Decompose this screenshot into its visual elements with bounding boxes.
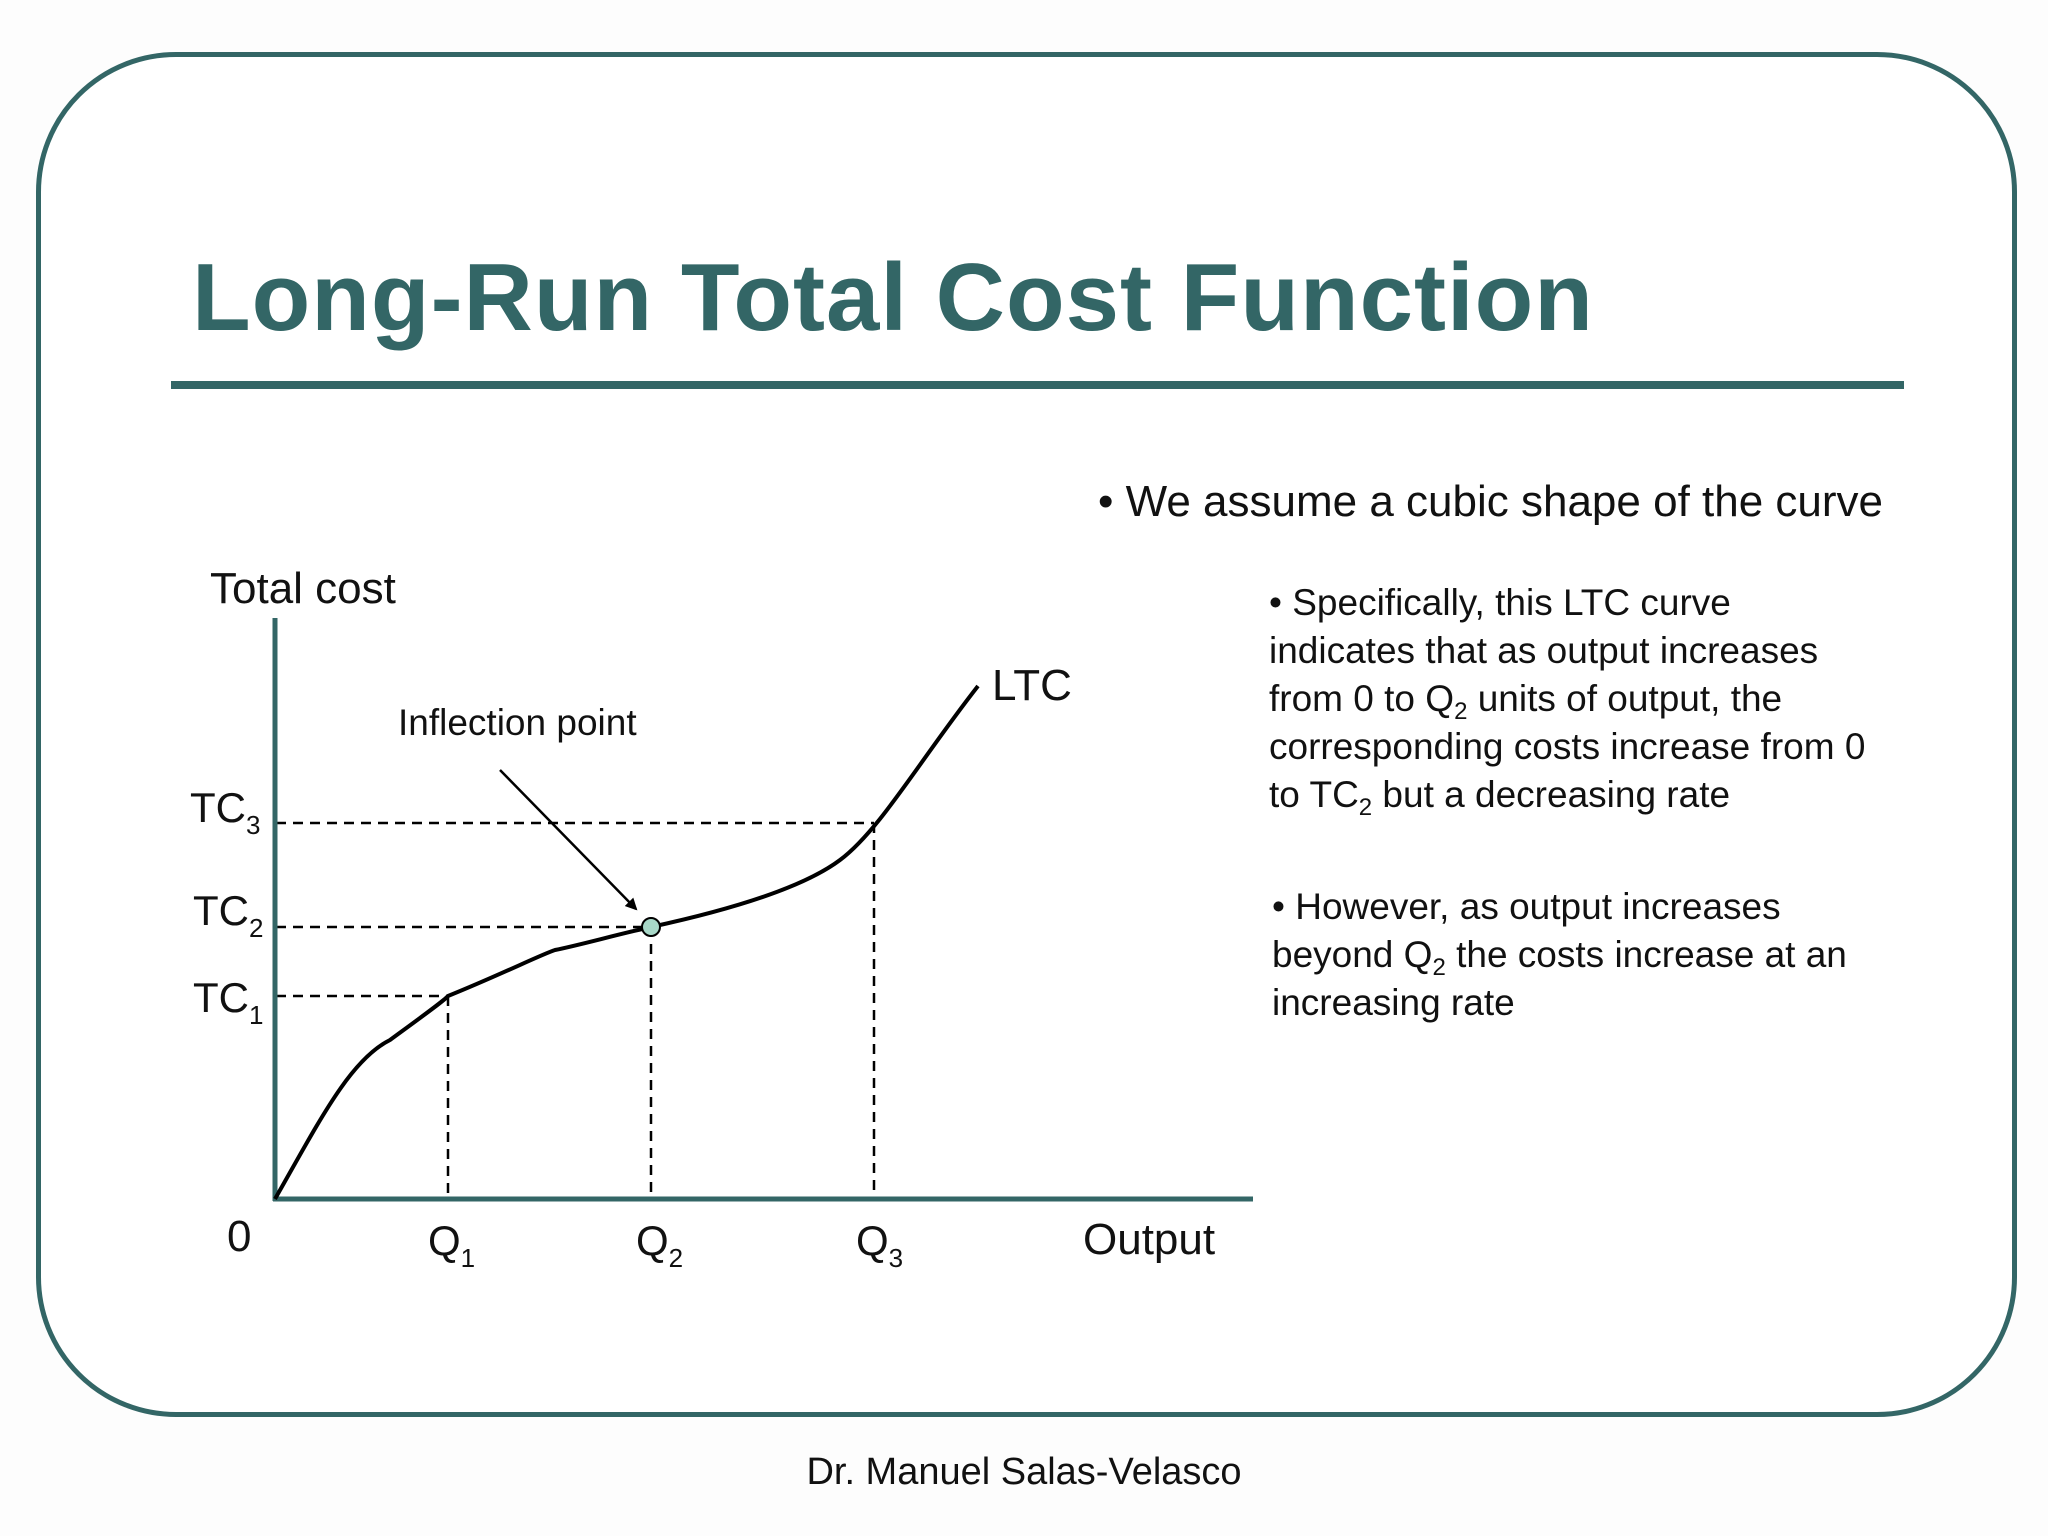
bullet-1-line-1: • Specifically, this LTC curve xyxy=(1269,582,1731,623)
bullet-1-line-3a: from 0 to Q xyxy=(1269,678,1455,719)
origin-label: 0 xyxy=(227,1212,251,1261)
bullet-2-line-2b: the costs increase at an xyxy=(1445,934,1847,975)
inflection-arrow xyxy=(499,769,638,911)
tc1-tick-label: TC1 xyxy=(193,974,263,1030)
tc3-tick-label: TC3 xyxy=(190,784,260,840)
bullet-specifically: • Specifically, this LTC curve indicates… xyxy=(1269,579,1866,821)
ltc-curve xyxy=(273,684,980,1200)
title-underline xyxy=(171,381,1904,389)
tc2-tick-label: TC2 xyxy=(193,887,263,943)
bullet-main: • We assume a cubic shape of the curve xyxy=(1098,477,1883,526)
inflection-point-marker xyxy=(641,917,661,937)
bullet-1-tc2-subscript: 2 xyxy=(1358,794,1373,821)
bullet-1-line-3b: units of output, the xyxy=(1467,678,1783,719)
q1-tick-label: Q1 xyxy=(428,1217,475,1273)
ltc-label: LTC xyxy=(992,661,1072,710)
bullet-1-line-5b: but a decreasing rate xyxy=(1372,774,1731,815)
bullet-1-q2-subscript: 2 xyxy=(1454,698,1468,725)
q2-tick-label: Q2 xyxy=(636,1217,683,1273)
bullet-2-line-2a: beyond Q xyxy=(1272,934,1433,975)
bullet-2-line-1: • However, as output increases xyxy=(1272,886,1781,927)
q3-tick-label: Q3 xyxy=(856,1217,903,1273)
bullet-1-line-4: corresponding costs increase from 0 xyxy=(1269,726,1866,767)
slide-title: Long-Run Total Cost Function xyxy=(192,244,1594,351)
bullet-1-line-5a: to TC xyxy=(1269,774,1359,815)
bullet-1-line-2: indicates that as output increases xyxy=(1269,630,1819,671)
bullet-2-line-3: increasing rate xyxy=(1272,982,1515,1023)
bullet-however: • However, as output increases beyond Q2… xyxy=(1272,883,1847,1027)
slide-frame xyxy=(36,52,2017,1417)
bullet-2-q2-subscript: 2 xyxy=(1432,954,1446,981)
inflection-point-label: Inflection point xyxy=(398,702,637,743)
x-axis-label: Output xyxy=(1083,1215,1215,1264)
author-footer: Dr. Manuel Salas-Velasco xyxy=(806,1451,1242,1493)
y-axis-label: Total cost xyxy=(210,564,396,613)
